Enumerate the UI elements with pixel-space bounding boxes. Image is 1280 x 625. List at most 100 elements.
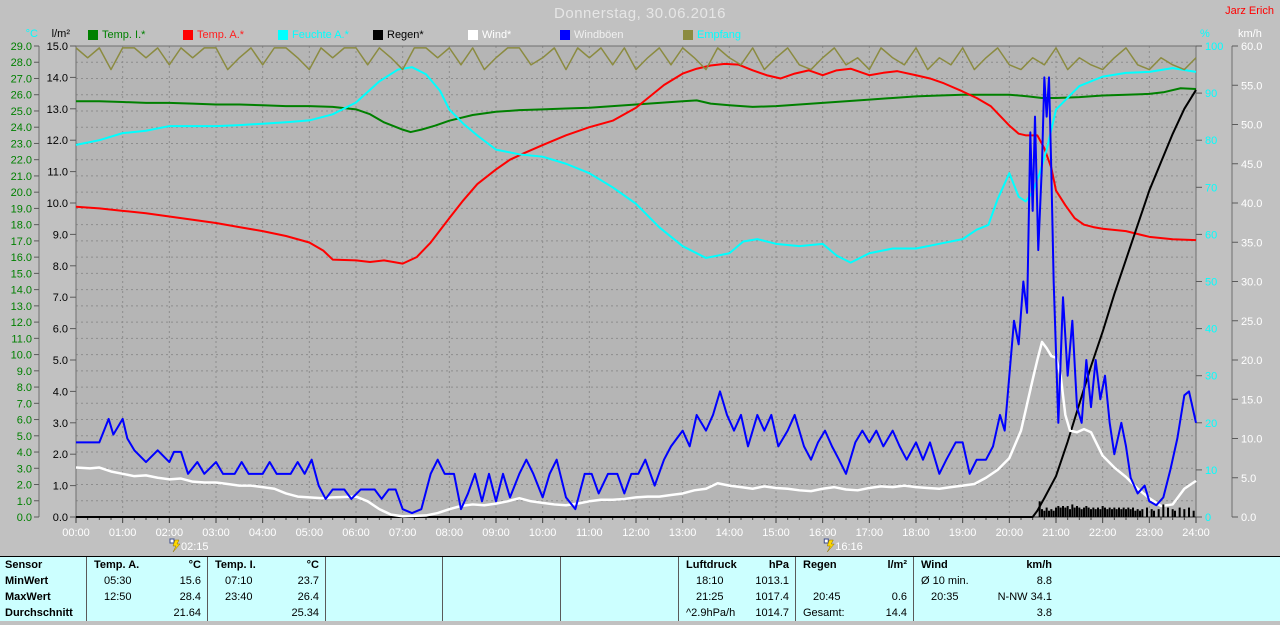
rain-bar <box>1146 507 1148 517</box>
legend-item-windboeen[interactable]: Windböen <box>560 28 624 41</box>
rain-bar <box>1066 506 1069 517</box>
series-temp-i-line <box>76 87 1197 134</box>
svg-text:55.0: 55.0 <box>1241 80 1262 92</box>
rain-bar <box>1111 509 1113 517</box>
rain-bar <box>1108 507 1111 517</box>
avg10-value: 8.8 <box>1036 575 1052 587</box>
svg-text:21:00: 21:00 <box>1042 527 1070 539</box>
svg-text:5.0: 5.0 <box>17 431 32 443</box>
series-wind-line <box>75 340 1197 518</box>
col-unit: hPa <box>768 559 789 571</box>
svg-text:8.0: 8.0 <box>53 261 68 273</box>
min-time: 07:10 <box>225 575 253 587</box>
svg-text:6.0: 6.0 <box>53 324 68 336</box>
rain-bar <box>1073 507 1076 517</box>
rain-bar <box>1041 509 1043 517</box>
svg-text:14.0: 14.0 <box>11 285 32 297</box>
svg-text:12.0: 12.0 <box>47 135 68 147</box>
svg-text:25.0: 25.0 <box>1241 316 1262 328</box>
table-corner-label: Sensor <box>5 559 43 571</box>
svg-text:25.0: 25.0 <box>11 106 32 118</box>
weather-chart: 0.0 1.0 2.0 3.0 4.0 5.0 6.0 7.0 8.0 9.0 10.0 11.0 12… <box>11 41 1263 553</box>
max-value: 28.4 <box>179 591 201 603</box>
svg-text:90: 90 <box>1205 88 1217 100</box>
right-humidity-axis-unit: % <box>1200 28 1210 40</box>
svg-text:24:00: 24:00 <box>1182 527 1210 539</box>
svg-text:13.0: 13.0 <box>47 104 68 116</box>
col-header: Temp. A. <box>94 559 140 571</box>
svg-text:13.0: 13.0 <box>11 301 32 313</box>
rain-bar <box>1115 509 1118 517</box>
svg-text:8.0: 8.0 <box>17 382 32 394</box>
svg-text:05:00: 05:00 <box>296 527 324 539</box>
svg-text:10.0: 10.0 <box>47 198 68 210</box>
rain-bar <box>1174 510 1176 517</box>
avg-value: 1014.7 <box>755 607 789 619</box>
table-col-luftdruck: Luftdruck hPa 18:10 1013.1 21:25 1017.4 ^2.… <box>678 557 796 621</box>
svg-text:7.0: 7.0 <box>53 292 68 304</box>
col-header: Regen <box>803 559 837 571</box>
left-temp-axis-unit: °C <box>25 28 38 40</box>
legend-label: Empfang <box>697 28 742 41</box>
legend-item-empfang[interactable]: Empfang <box>683 28 741 41</box>
rain-bar <box>1101 506 1104 517</box>
rain-bar <box>1192 510 1195 517</box>
legend-label: Windböen <box>574 28 624 41</box>
svg-text:2.0: 2.0 <box>17 480 32 492</box>
avg-value: 3.8 <box>1036 607 1052 619</box>
temp-i-swatch-icon <box>88 29 98 40</box>
rain-bar <box>1087 507 1090 517</box>
svg-text:80: 80 <box>1205 135 1217 147</box>
wind-swatch-icon <box>468 29 478 40</box>
svg-text:4.0: 4.0 <box>17 447 32 459</box>
table-col-empty-2 <box>442 557 561 621</box>
svg-text:1.0: 1.0 <box>17 496 32 508</box>
svg-text:50: 50 <box>1205 277 1217 289</box>
svg-text:10:00: 10:00 <box>529 527 557 539</box>
legend-label: Temp. A.* <box>197 28 245 41</box>
svg-text:14.0: 14.0 <box>47 72 68 84</box>
rain-bar <box>1122 507 1125 517</box>
svg-text:17:00: 17:00 <box>856 527 884 539</box>
rain-bar <box>1129 509 1132 517</box>
series-regen-summe-line <box>76 89 1197 518</box>
empfang-swatch-icon <box>683 29 693 40</box>
legend-item-temp-i[interactable]: Temp. I.* <box>88 28 145 41</box>
rain-bar <box>1104 507 1106 517</box>
legend-item-feuchte-a[interactable]: Feuchte A.* <box>278 28 349 41</box>
rain-bar <box>1113 507 1116 517</box>
rain-bar <box>1188 507 1190 517</box>
legend-item-regen[interactable]: Regen* <box>373 28 424 41</box>
rain-bar <box>1080 509 1083 517</box>
svg-text:18.0: 18.0 <box>11 220 32 232</box>
legend-item-temp-a[interactable]: Temp. A.* <box>183 28 244 41</box>
rain-bar <box>1083 507 1085 517</box>
col-header: Luftdruck <box>686 559 737 571</box>
max-value: 0.6 <box>891 591 907 603</box>
table-col-empty-3 <box>560 557 679 621</box>
svg-text:03:00: 03:00 <box>202 527 230 539</box>
row-label-minwert: MinWert <box>5 575 49 587</box>
rain-bar <box>1150 509 1153 517</box>
legend-item-wind[interactable]: Wind* <box>468 28 511 41</box>
svg-text:06:00: 06:00 <box>342 527 370 539</box>
rain-bar <box>1062 506 1064 517</box>
legend-label: Wind* <box>482 28 512 41</box>
rain-bar <box>1064 507 1067 517</box>
svg-text:10: 10 <box>1205 465 1217 477</box>
total-label: Gesamt: <box>803 607 845 619</box>
stats-table: Sensor MinWert MaxWert Durchschnitt Temp… <box>0 556 1280 621</box>
svg-text:11.0: 11.0 <box>47 167 68 179</box>
svg-text:02:00: 02:00 <box>156 527 184 539</box>
table-col-temp-a: Temp. A. °C 05:30 15.6 12:50 28.4 21.64 <box>86 557 208 621</box>
svg-text:10.0: 10.0 <box>1241 434 1262 446</box>
svg-text:15:00: 15:00 <box>762 527 790 539</box>
rain-bar <box>1136 509 1139 517</box>
feuchte-a-swatch-icon <box>278 29 288 40</box>
event-marker-dot-icon <box>169 538 175 544</box>
page-title: Donnerstag, 30.06.2016 <box>554 5 726 22</box>
rain-bar <box>1090 509 1092 517</box>
col-header: Temp. I. <box>215 559 256 571</box>
svg-text:20: 20 <box>1205 418 1217 430</box>
